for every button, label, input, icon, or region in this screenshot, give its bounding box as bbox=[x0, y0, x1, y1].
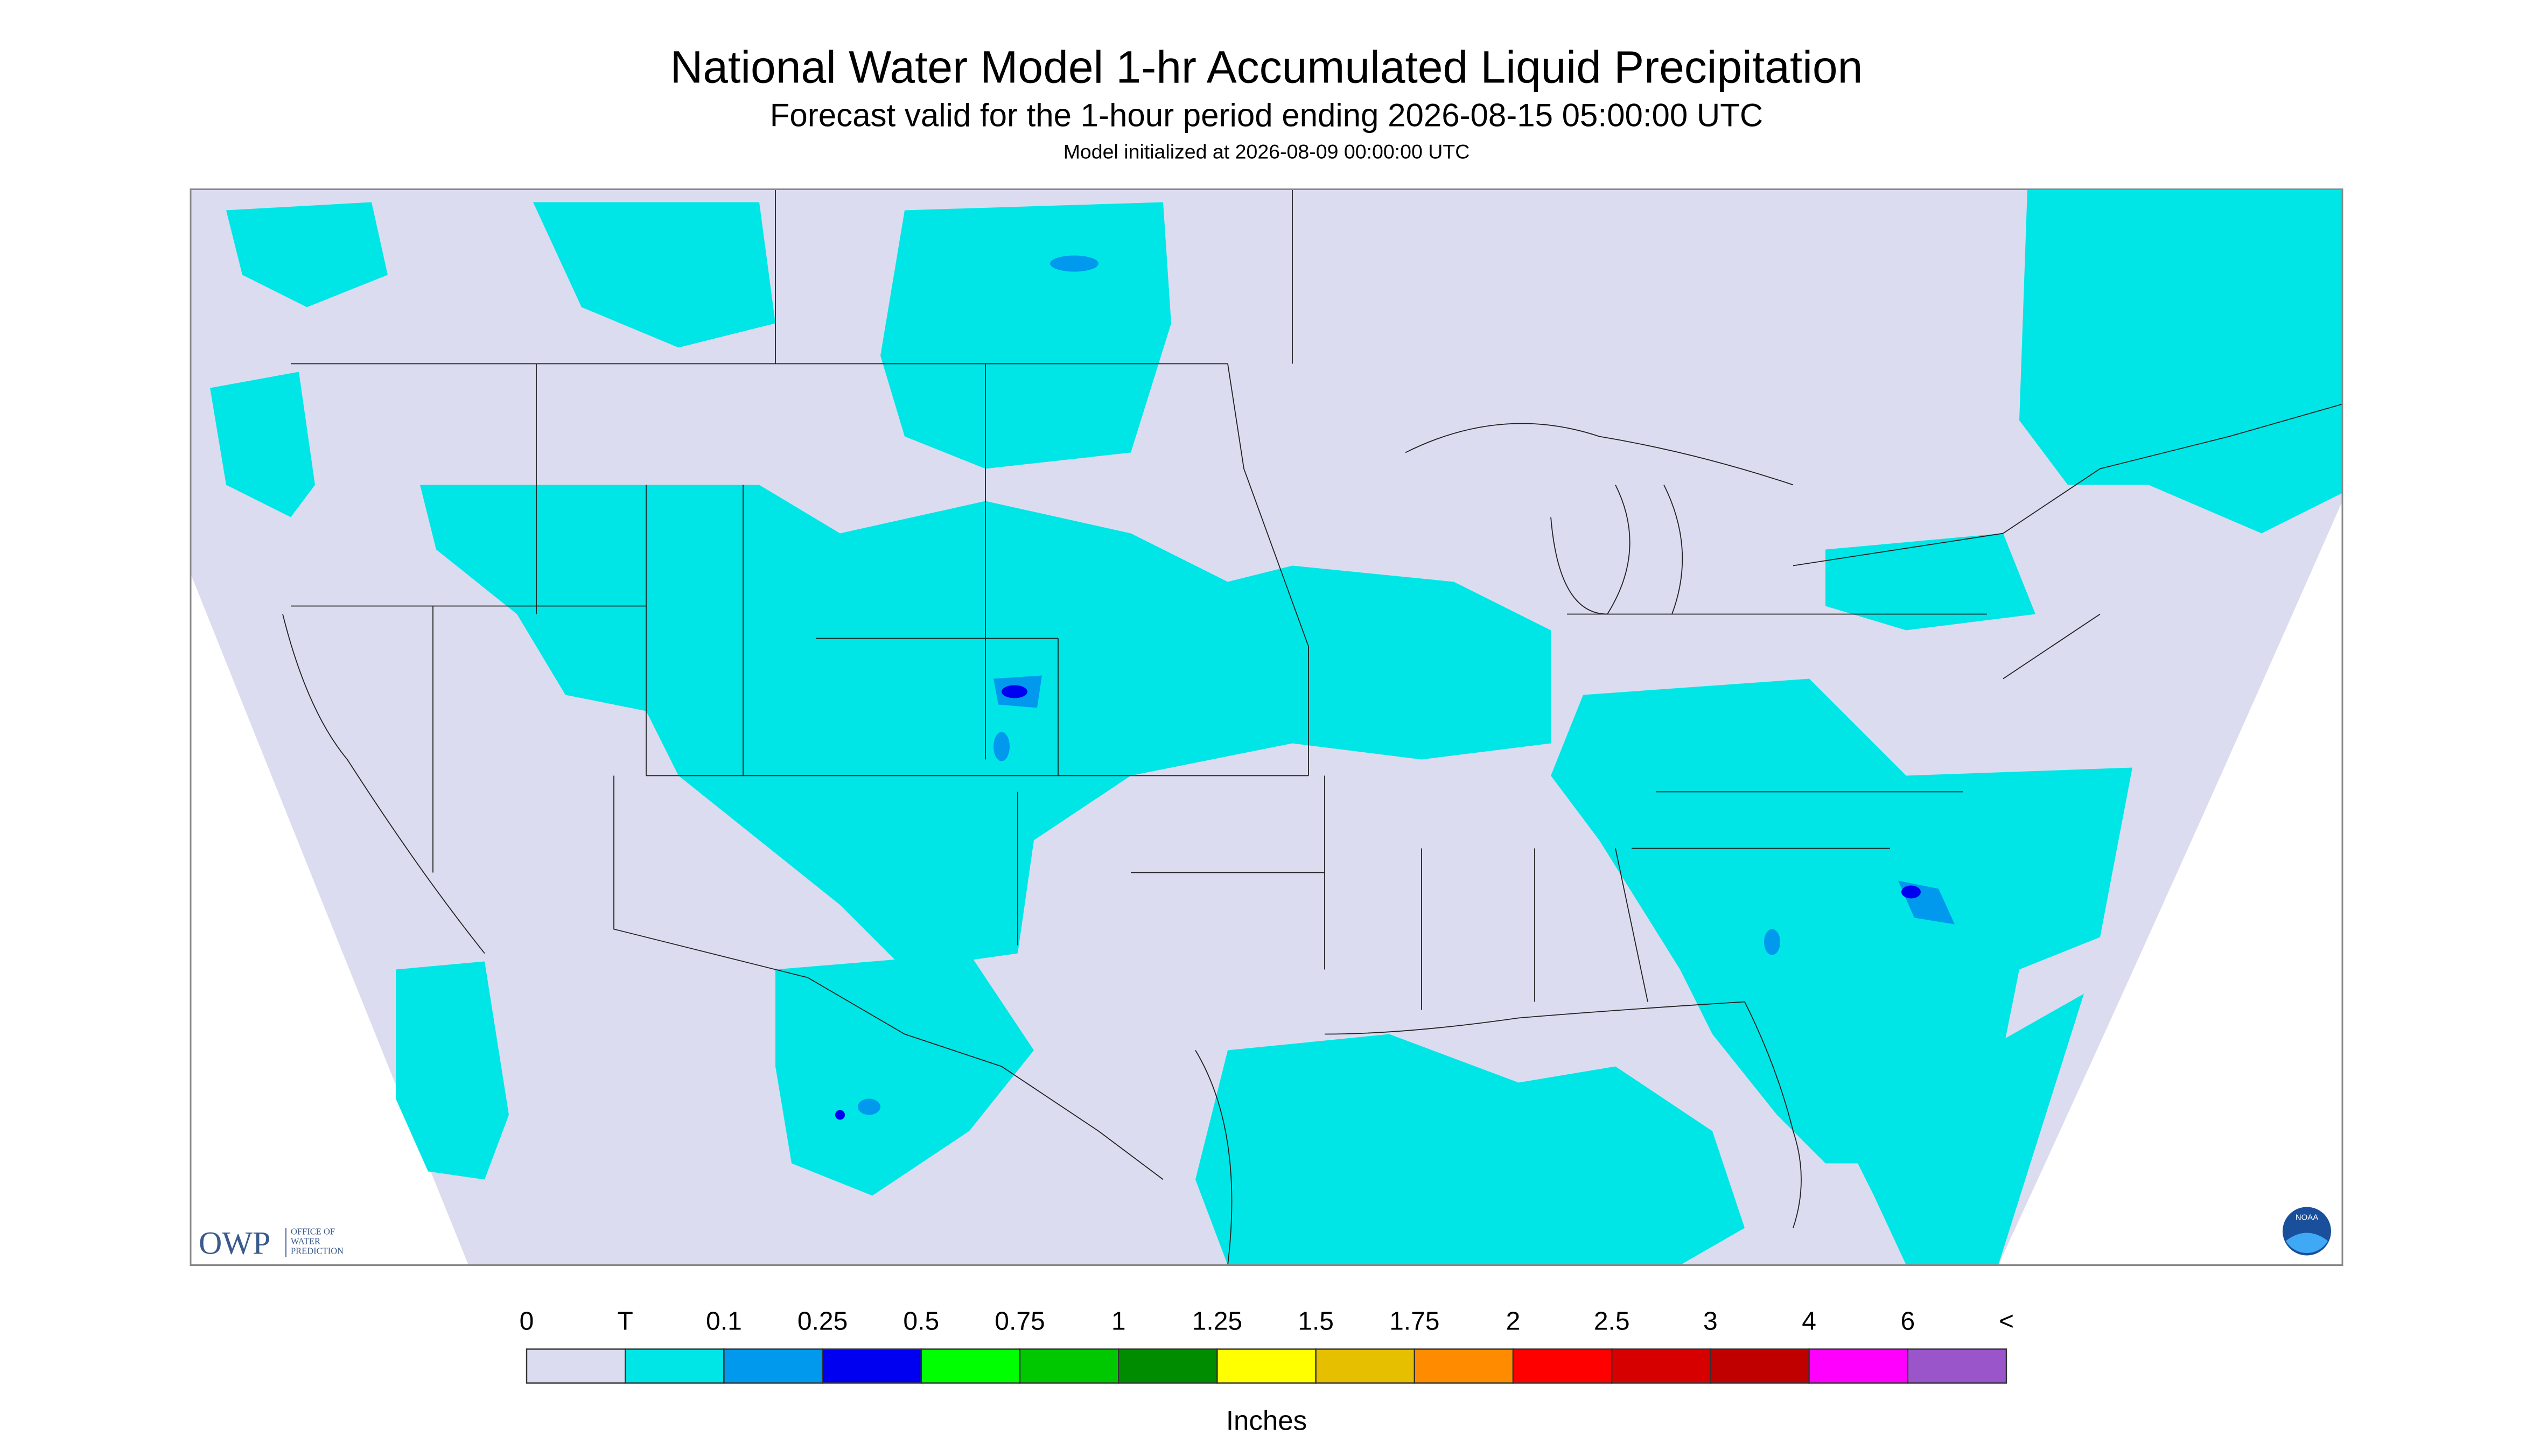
noaa-text: NOAA bbox=[2296, 1213, 2319, 1222]
legend-label: 3 bbox=[1703, 1307, 1718, 1336]
area bbox=[775, 953, 1034, 1196]
area bbox=[1764, 929, 1780, 955]
area bbox=[226, 202, 388, 307]
legend-swatch bbox=[1315, 1348, 1415, 1384]
legend-swatch bbox=[625, 1348, 725, 1384]
subtitle: Forecast valid for the 1-hour period end… bbox=[770, 97, 1763, 134]
init-time: Model initialized at 2026-08-09 00:00:00… bbox=[1063, 141, 1470, 163]
area bbox=[1825, 533, 2035, 631]
legend-label: T bbox=[618, 1307, 633, 1336]
legend-swatch bbox=[1414, 1348, 1514, 1384]
legend-label: 0.5 bbox=[903, 1307, 939, 1336]
owp-text: OFFICE OF bbox=[291, 1227, 335, 1237]
legend-swatch bbox=[920, 1348, 1021, 1384]
legend-swatch bbox=[1216, 1348, 1317, 1384]
area bbox=[1551, 678, 2132, 1164]
legend-label: < bbox=[1999, 1307, 2014, 1336]
area bbox=[993, 732, 1010, 761]
map-frame bbox=[190, 188, 2343, 1266]
area bbox=[835, 1110, 845, 1120]
legend-label: 2 bbox=[1506, 1307, 1521, 1336]
legend-label: 1.5 bbox=[1298, 1307, 1334, 1336]
legend-label: 0.1 bbox=[706, 1307, 742, 1336]
legend-swatch bbox=[1710, 1348, 1810, 1384]
area bbox=[533, 202, 775, 348]
boundaries bbox=[282, 189, 2343, 1265]
legend-swatch bbox=[1808, 1348, 1909, 1384]
legend-swatch bbox=[526, 1348, 626, 1384]
legend-label: 0 bbox=[520, 1307, 534, 1336]
area bbox=[396, 961, 509, 1180]
map: OWP OFFICE OF WATER PREDICTION NOAA bbox=[190, 188, 2343, 1266]
area bbox=[2019, 189, 2342, 534]
legend-swatch bbox=[822, 1348, 922, 1384]
legend-swatch bbox=[1611, 1348, 1711, 1384]
area bbox=[858, 1098, 880, 1115]
legend-label: 2.5 bbox=[1594, 1307, 1630, 1336]
area bbox=[880, 202, 1171, 469]
legend: 0 T 0.1 0.25 0.5 0.75 1 1.25 1.5 1.75 2 2.5 3 4 6 < bbox=[520, 1307, 2014, 1384]
legend-label: 1 bbox=[1111, 1307, 1126, 1336]
title: National Water Model 1-hr Accumulated Li… bbox=[670, 42, 1863, 93]
legend-label: 0.25 bbox=[797, 1307, 848, 1336]
owp-text: WATER bbox=[291, 1236, 320, 1247]
legend-label: 6 bbox=[1900, 1307, 1915, 1336]
legend-label: 1.25 bbox=[1192, 1307, 1242, 1336]
legend-swatch bbox=[1512, 1348, 1613, 1384]
legend-label: 0.75 bbox=[995, 1307, 1045, 1336]
owp-text: PREDICTION bbox=[291, 1246, 344, 1256]
area bbox=[1002, 685, 1027, 698]
area bbox=[1901, 885, 1921, 899]
legend-swatch bbox=[723, 1348, 823, 1384]
legend-label: 4 bbox=[1802, 1307, 1816, 1336]
area bbox=[1195, 1034, 1745, 1265]
legend-swatch bbox=[1118, 1348, 1218, 1384]
owp-logo: OWP bbox=[199, 1226, 270, 1261]
area bbox=[1842, 993, 2084, 1265]
area bbox=[1050, 255, 1098, 272]
legend-swatch bbox=[1019, 1348, 1119, 1384]
area bbox=[210, 372, 315, 517]
legend-label: 1.75 bbox=[1389, 1307, 1439, 1336]
legend-unit: Inches bbox=[1226, 1405, 1307, 1436]
legend-swatch bbox=[1907, 1348, 2007, 1384]
